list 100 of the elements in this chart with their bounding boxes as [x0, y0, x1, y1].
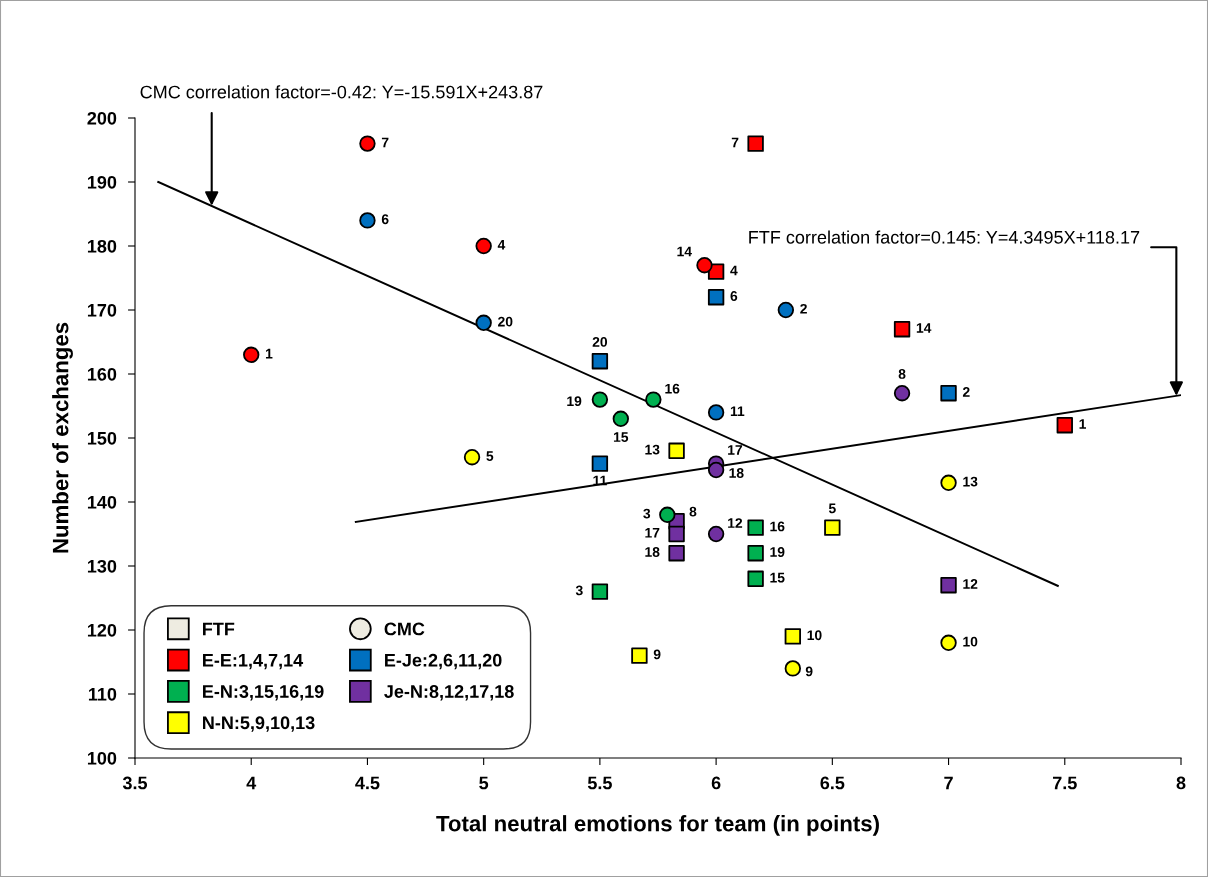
x-tick-label: 3.5 — [122, 776, 148, 790]
legend-label: FTF — [203, 622, 235, 636]
annotation: 10 — [963, 636, 978, 647]
point — [475, 314, 492, 331]
annotation: 1 — [265, 348, 273, 359]
y-tick-label: 170 — [87, 303, 117, 317]
annotation: 3 — [643, 508, 651, 519]
point — [463, 449, 481, 466]
point — [243, 346, 260, 363]
annotation: 1 — [1079, 419, 1086, 429]
point — [893, 385, 911, 402]
annotation: 14 — [677, 246, 692, 257]
annotation: 16 — [665, 383, 680, 394]
annotation: 15 — [613, 432, 629, 442]
legend-label: E-N:3,15,16,19 — [203, 685, 324, 701]
point — [747, 135, 764, 152]
x-tick-label: 6 — [711, 776, 721, 790]
legend-label: CMC — [384, 622, 425, 636]
point — [784, 628, 802, 645]
annotation: 9 — [653, 649, 661, 660]
y-tick-label: 140 — [87, 495, 117, 509]
point — [612, 410, 629, 427]
x-tick-label: 8 — [1176, 776, 1186, 790]
y-tick-label: 160 — [87, 367, 117, 381]
y-tick-label: 120 — [87, 623, 117, 637]
point — [696, 257, 713, 274]
annotation: 6 — [730, 291, 738, 301]
annotation: 8 — [898, 369, 906, 379]
point — [591, 391, 609, 408]
annotation: 9 — [805, 666, 813, 677]
y-tick-label: 150 — [87, 431, 117, 445]
x-tick-label: 5 — [479, 776, 489, 790]
annotation: 17 — [728, 445, 743, 455]
point — [359, 135, 376, 152]
y-tick-label: 180 — [87, 239, 117, 253]
annotation: 4 — [730, 265, 738, 276]
point — [747, 519, 764, 536]
x-tick-label: 7.5 — [1053, 776, 1077, 790]
legend-label: N-N:5,9,10,13 — [203, 716, 315, 732]
annotation: 4 — [497, 240, 506, 250]
point — [777, 301, 795, 319]
annotation: 8 — [689, 506, 697, 517]
point — [359, 212, 376, 229]
annotation: 19 — [770, 547, 785, 557]
annotation: CMC correlation factor=-0.42: Y=-15.591X+243.87 — [140, 85, 543, 99]
x-axis-title: Total neutral emotions for team (in points) — [436, 815, 879, 836]
annotation: 12 — [963, 579, 978, 589]
x-tick-label: 5.5 — [587, 776, 612, 790]
y-tick-label: 200 — [87, 111, 117, 125]
point — [475, 237, 492, 255]
annotation: 19 — [567, 396, 582, 407]
point — [591, 583, 609, 600]
point — [940, 634, 957, 651]
y-tick-label: 110 — [88, 687, 117, 701]
point — [1056, 417, 1073, 434]
point — [893, 321, 911, 338]
annotation: 18 — [645, 547, 660, 557]
annotation: 2 — [800, 303, 807, 314]
legend-label: E-E:1,4,7,14 — [203, 654, 304, 670]
y-tick-label: 130 — [87, 559, 117, 573]
point — [668, 545, 685, 562]
x-tick-label: 7 — [944, 776, 953, 790]
point — [668, 442, 685, 459]
annotation: 6 — [381, 214, 389, 225]
annotation: 3 — [575, 585, 583, 596]
point — [668, 525, 685, 543]
annotation: 7 — [731, 137, 739, 148]
x-tick-label: 6.5 — [820, 776, 845, 790]
annotation: FTF correlation factor=0.145: Y=4.3495X+118.17 — [749, 230, 1140, 244]
annotation: 17 — [645, 528, 660, 538]
y-tick-label: 100 — [87, 751, 117, 765]
point — [747, 570, 764, 587]
annotation: 12 — [728, 518, 743, 528]
annotation: 10 — [807, 630, 822, 641]
point — [824, 519, 841, 536]
x-tick-label: 4 — [246, 776, 257, 790]
point — [940, 385, 957, 402]
annotation: 13 — [963, 476, 978, 487]
annotation: 20 — [592, 337, 608, 347]
legend-label: Je-N:8,12,17,18 — [384, 685, 514, 701]
point — [747, 545, 764, 562]
y-tick-label: 190 — [87, 175, 117, 189]
point — [591, 455, 609, 472]
point — [645, 391, 662, 408]
annotation: 14 — [916, 323, 932, 333]
point — [707, 289, 725, 306]
x-tick-label: 4.5 — [355, 776, 380, 790]
annotation: 15 — [770, 572, 785, 583]
annotation: 18 — [729, 468, 744, 478]
point — [707, 263, 725, 280]
point — [940, 577, 957, 594]
annotation: 5 — [828, 503, 836, 514]
legend-label: E-Je:2,6,11,20 — [385, 653, 502, 670]
point — [659, 506, 676, 523]
point — [940, 474, 957, 491]
annotation: 5 — [486, 451, 494, 461]
point — [631, 647, 648, 664]
annotation: 16 — [770, 521, 785, 532]
annotation: 13 — [645, 444, 660, 455]
annotation: 11 — [730, 406, 745, 416]
